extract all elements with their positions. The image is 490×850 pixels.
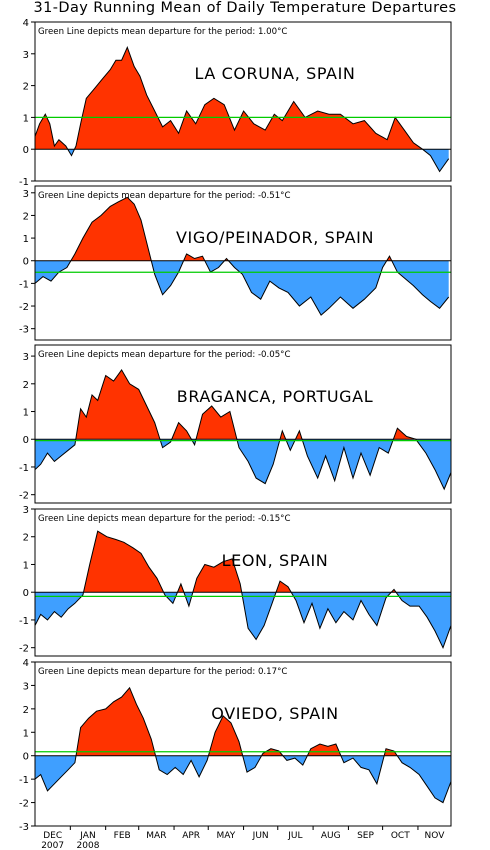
x-month-label-jun: JUN	[252, 831, 269, 841]
x-year-label-2007: 2007	[41, 841, 64, 850]
station-label-1: LA CORUNA, SPAIN	[194, 64, 355, 83]
mean-note-2: Green Line depicts mean departure for th…	[38, 191, 290, 201]
station-label-4: LEON, SPAIN	[222, 551, 329, 570]
panel-frame-1	[34, 21, 452, 182]
y-tick-label-1: 0	[23, 145, 29, 156]
x-month-label-jul: JUL	[287, 831, 302, 841]
y-tick-label-4: -1	[19, 616, 29, 627]
x-month-label-jan: JAN	[79, 831, 95, 841]
y-tick-label-5: -3	[19, 822, 29, 833]
panel-frame-5	[34, 661, 452, 827]
positive-departure-area-5	[35, 687, 451, 756]
panel-frame-4	[34, 508, 452, 657]
mean-note-1: Green Line depicts mean departure for th…	[38, 27, 287, 37]
y-tick-label-4: 0	[23, 588, 29, 599]
panel-frame-2	[34, 185, 452, 341]
y-tick-label-5: 0	[23, 752, 29, 763]
negative-departure-area-4	[35, 592, 451, 648]
y-tick-label-3: 2	[23, 380, 29, 391]
departure-line-3	[35, 368, 451, 491]
mean-note-4: Green Line depicts mean departure for th…	[38, 514, 290, 524]
y-tick-label-4: 1	[23, 560, 29, 571]
x-year-label-2008: 2008	[77, 841, 100, 850]
station-label-5: OVIEDO, SPAIN	[211, 704, 338, 723]
x-month-label-sep: SEP	[357, 831, 374, 841]
x-month-label-aug: AUG	[321, 831, 341, 841]
y-tick-label-1: 2	[23, 82, 29, 93]
negative-departure-area-3	[35, 439, 451, 490]
negative-departure-area-2	[35, 260, 449, 316]
y-tick-label-2: 2	[23, 211, 29, 222]
x-month-label-mar: MAR	[146, 831, 166, 841]
y-tick-label-2: 3	[23, 189, 29, 200]
positive-departure-area-4	[35, 531, 451, 593]
y-tick-label-5: 1	[23, 728, 29, 739]
y-tick-label-3: 3	[23, 352, 29, 363]
station-label-2: VIGO/PEINADOR, SPAIN	[176, 228, 374, 247]
mean-note-3: Green Line depicts mean departure for th…	[38, 350, 290, 360]
y-tick-label-1: 3	[23, 50, 29, 61]
y-tick-label-1: 1	[23, 113, 29, 124]
y-tick-label-5: 2	[23, 705, 29, 716]
y-tick-label-4: 3	[23, 505, 29, 516]
panel-frame-3	[34, 344, 452, 504]
y-tick-label-4: -2	[19, 644, 29, 655]
x-month-label-nov: NOV	[425, 831, 446, 841]
y-tick-label-5: -2	[19, 799, 29, 810]
y-tick-label-2: 1	[23, 234, 29, 245]
negative-departure-area-5	[35, 755, 451, 803]
y-tick-label-1: 4	[23, 18, 29, 29]
departure-line-1	[35, 46, 450, 173]
y-tick-label-4: 2	[23, 533, 29, 544]
x-month-label-oct: OCT	[391, 831, 410, 841]
departure-line-5	[35, 686, 451, 804]
departure-line-4	[35, 530, 451, 649]
y-tick-label-5: 4	[23, 658, 29, 669]
page-title: 31-Day Running Mean of Daily Temperature…	[33, 0, 457, 16]
positive-departure-area-1	[35, 47, 423, 150]
y-tick-label-3: -2	[19, 491, 29, 502]
x-month-label-may: MAY	[217, 831, 236, 841]
y-tick-label-3: 1	[23, 408, 29, 419]
y-tick-label-1: -1	[19, 177, 29, 188]
y-tick-label-2: -1	[19, 279, 29, 290]
y-tick-label-5: 3	[23, 681, 29, 692]
y-tick-label-3: -1	[19, 463, 29, 474]
y-tick-label-2: -3	[19, 325, 29, 336]
positive-departure-area-2	[35, 197, 449, 261]
x-month-label-dec: DEC	[43, 831, 62, 841]
y-tick-label-2: -2	[19, 302, 29, 313]
y-tick-label-2: 0	[23, 257, 29, 268]
mean-note-5: Green Line depicts mean departure for th…	[38, 667, 287, 677]
station-label-3: BRAGANCA, PORTUGAL	[177, 387, 373, 406]
y-tick-label-5: -1	[19, 775, 29, 786]
departure-line-2	[35, 196, 450, 316]
x-month-label-apr: APR	[182, 831, 200, 841]
positive-departure-area-3	[35, 369, 451, 440]
y-tick-label-3: 0	[23, 435, 29, 446]
x-month-label-feb: FEB	[114, 831, 131, 841]
